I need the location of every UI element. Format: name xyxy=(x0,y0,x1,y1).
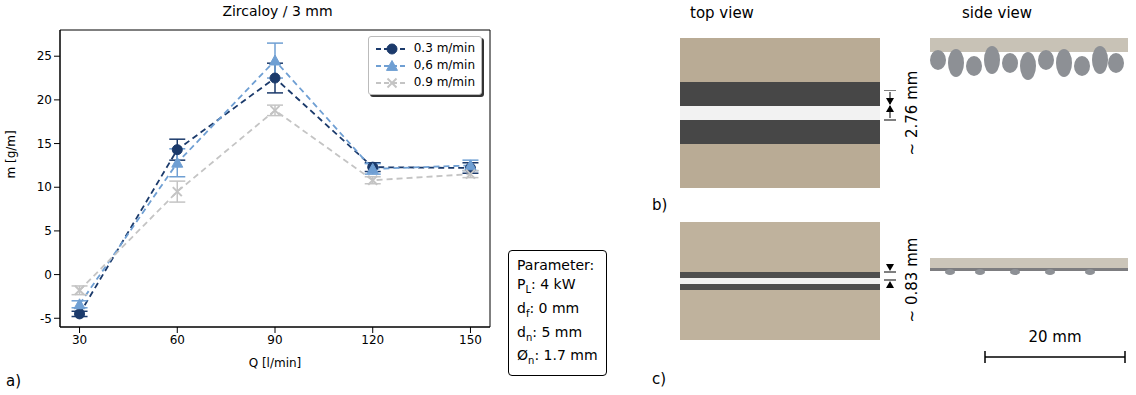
html-text:dn: 5 mm: dn: 5 mm xyxy=(517,323,582,343)
html-text:20 mm: 20 mm xyxy=(1028,328,1082,346)
svg-text:60: 60 xyxy=(170,333,185,347)
html-text:df: 0 mm: df: 0 mm xyxy=(517,299,580,319)
svg-text:0: 0 xyxy=(44,268,52,282)
svg-text:Q [l/min]: Q [l/min] xyxy=(249,356,302,370)
html-text:Zircaloy / 3 mm: Zircaloy / 3 mm xyxy=(222,3,333,19)
html-text:0,6 m/min: 0,6 m/min xyxy=(413,58,475,72)
svg-text:5: 5 xyxy=(44,224,52,238)
svg-text:-5: -5 xyxy=(40,312,52,326)
svg-text:15: 15 xyxy=(37,137,52,151)
html-text:c): c) xyxy=(652,370,667,388)
html-text:0.9 m/min: 0.9 m/min xyxy=(413,75,475,89)
html-text:Parameter:: Parameter: xyxy=(517,257,595,273)
svg-text:10: 10 xyxy=(37,180,52,194)
html-text:PL: 4 kW: PL: 4 kW xyxy=(517,276,576,295)
html-text:~ 0.83 mm: ~ 0.83 mm xyxy=(903,237,921,323)
svg-text:25: 25 xyxy=(37,49,52,63)
svg-text:90: 90 xyxy=(267,333,282,347)
svg-text:m [g/m]: m [g/m] xyxy=(4,130,18,178)
html-text:side view: side view xyxy=(962,4,1032,22)
svg-text:150: 150 xyxy=(459,333,482,347)
html-text:0.3 m/min: 0.3 m/min xyxy=(413,41,475,55)
svg-text:20: 20 xyxy=(37,93,52,107)
html-text:Øn: 1.7 mm: Øn: 1.7 mm xyxy=(517,347,598,367)
svg-text:30: 30 xyxy=(72,333,87,347)
html-text:top view: top view xyxy=(690,4,754,22)
html-text:~ 2.76 mm: ~ 2.76 mm xyxy=(903,70,921,156)
svg-text:120: 120 xyxy=(361,333,384,347)
html-text:a): a) xyxy=(6,372,21,390)
html-text:b): b) xyxy=(652,196,668,214)
